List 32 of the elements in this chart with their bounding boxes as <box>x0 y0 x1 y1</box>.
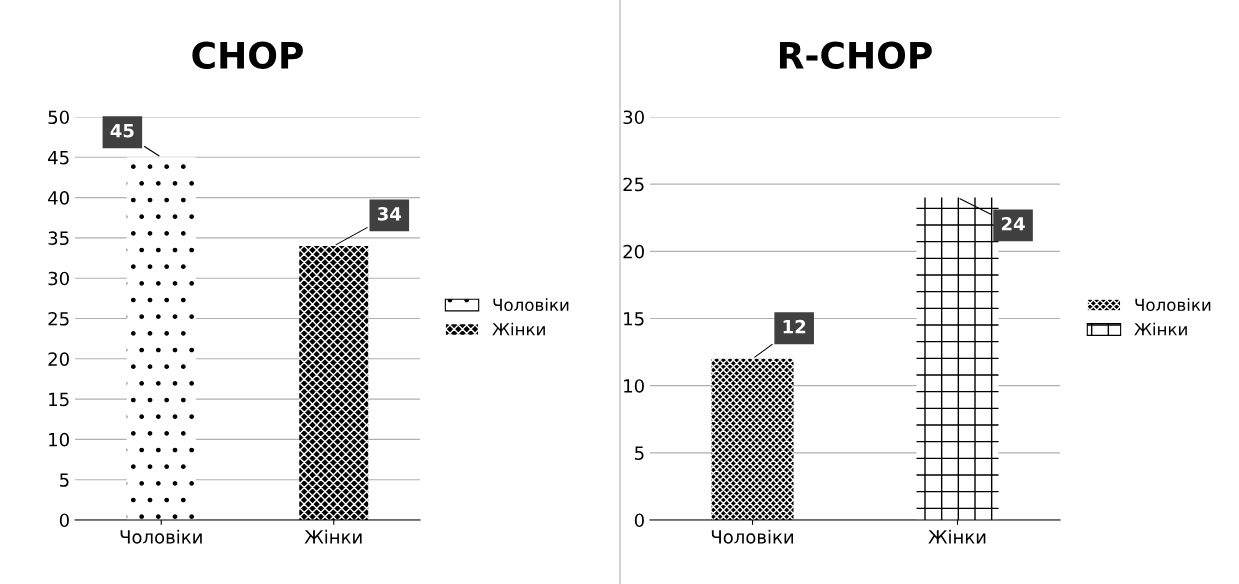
x-tick-label: Чоловіки <box>120 529 202 544</box>
y-tick-label: 20 <box>48 352 69 366</box>
y-tick-label: 30 <box>48 271 69 286</box>
y-tick-label: 30 <box>623 110 644 125</box>
x-tick-label: Жінки <box>304 529 362 544</box>
y-tick-label: 20 <box>623 244 644 259</box>
x-tick-label: Жінки <box>928 529 986 544</box>
y-tick-label: 15 <box>49 392 69 407</box>
y-tick-label: 40 <box>48 191 69 205</box>
y-tick-label: 45 <box>48 151 69 165</box>
y-tick-label: 5 <box>60 473 69 487</box>
y-tick-label: 35 <box>48 231 69 246</box>
legend-label: Чоловіки <box>1135 298 1211 312</box>
y-tick-label: 25 <box>623 177 644 192</box>
chart-title: R-CHOP <box>779 41 932 69</box>
data-label: 34 <box>377 206 402 221</box>
y-tick-label: 15 <box>624 312 644 326</box>
y-tick-label: 10 <box>49 432 69 447</box>
data-label: 12 <box>783 319 806 334</box>
y-tick-label: 25 <box>48 311 69 326</box>
y-tick-label: 50 <box>48 110 69 125</box>
legend-label: Жінки <box>492 322 545 336</box>
legend-label: Жінки <box>1134 322 1187 336</box>
legend-label: Чоловіки <box>493 298 569 312</box>
y-tick-label: 10 <box>624 379 644 393</box>
data-label: 24 <box>1001 216 1025 231</box>
y-tick-label: 0 <box>59 513 69 528</box>
x-tick-label: Чоловіки <box>711 529 794 544</box>
y-tick-label: 0 <box>634 513 644 528</box>
chart-title: CHOP <box>192 41 303 69</box>
data-label: 45 <box>110 124 134 138</box>
y-tick-label: 5 <box>635 446 644 460</box>
